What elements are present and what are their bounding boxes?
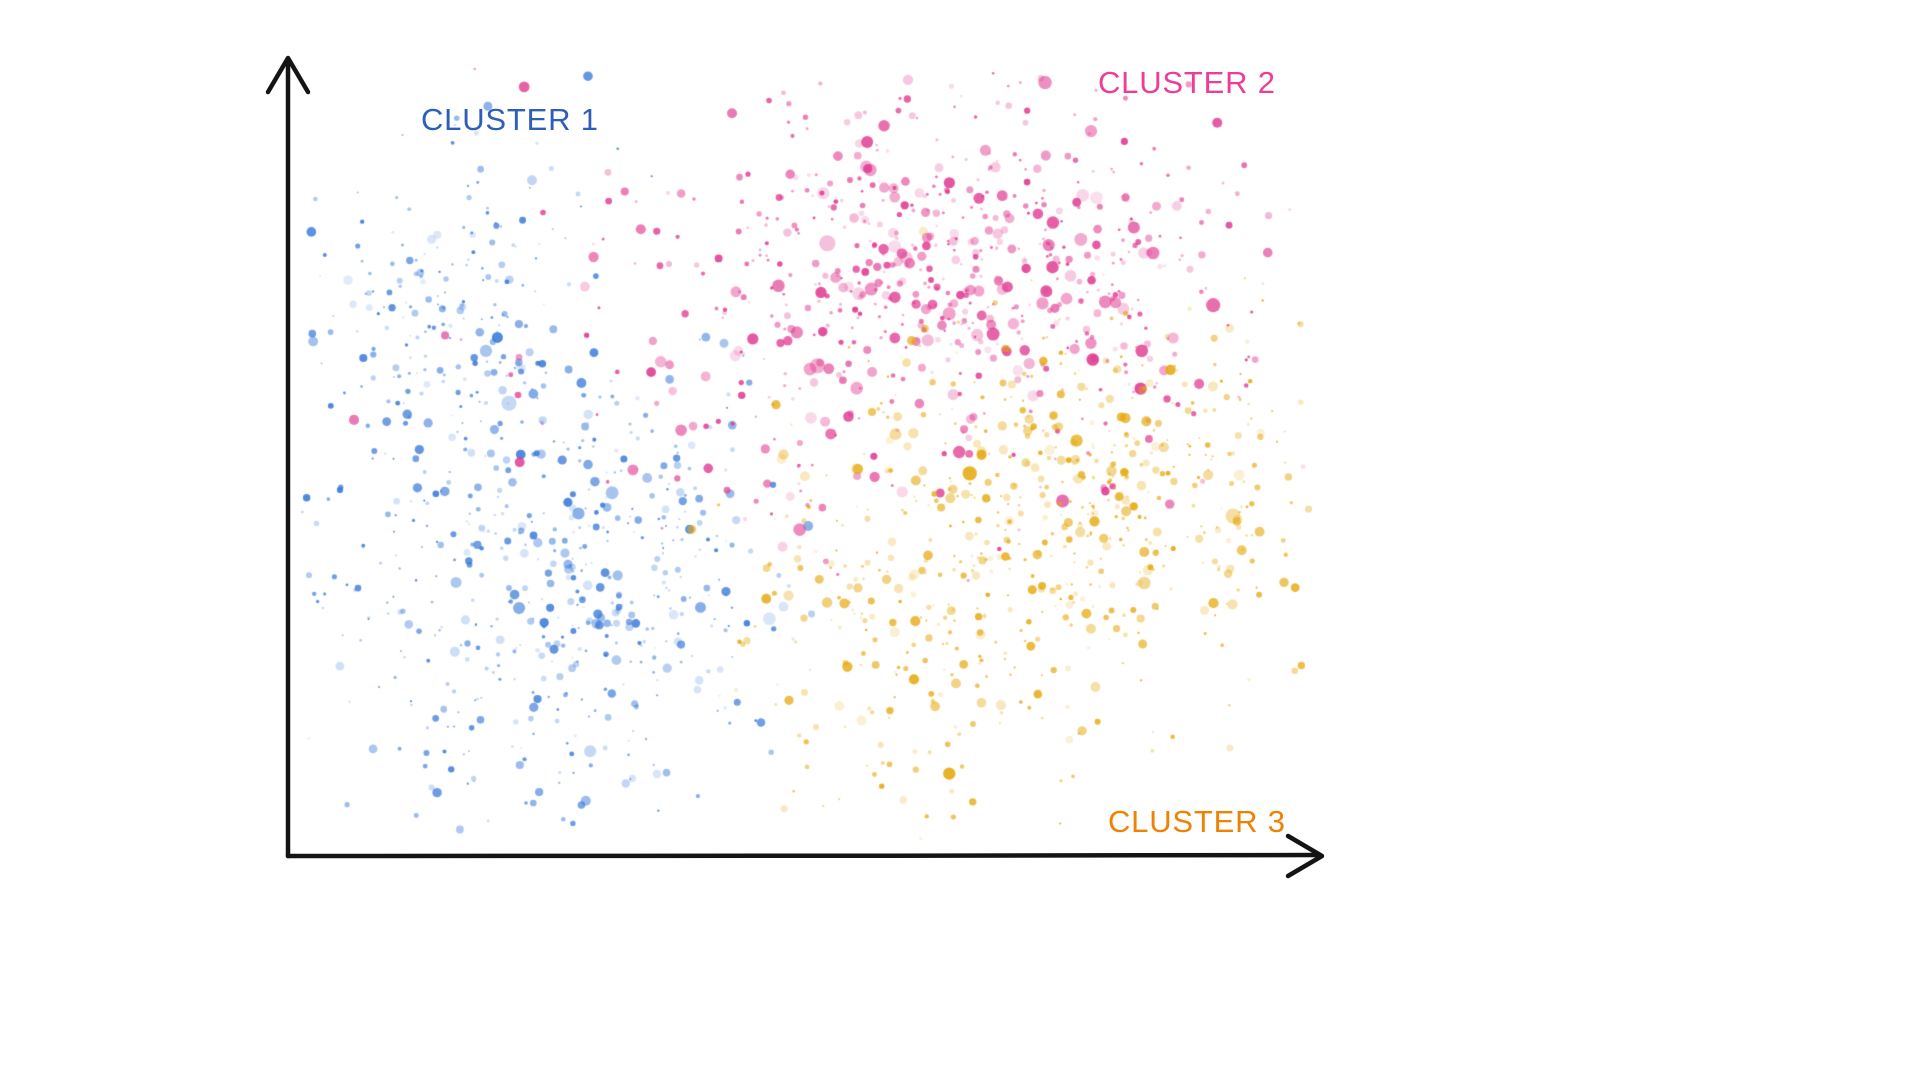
cluster-2-label: CLUSTER 2: [1098, 65, 1276, 100]
cluster-3-label: CLUSTER 3: [1108, 804, 1286, 839]
cluster-1-label: CLUSTER 1: [421, 102, 599, 137]
